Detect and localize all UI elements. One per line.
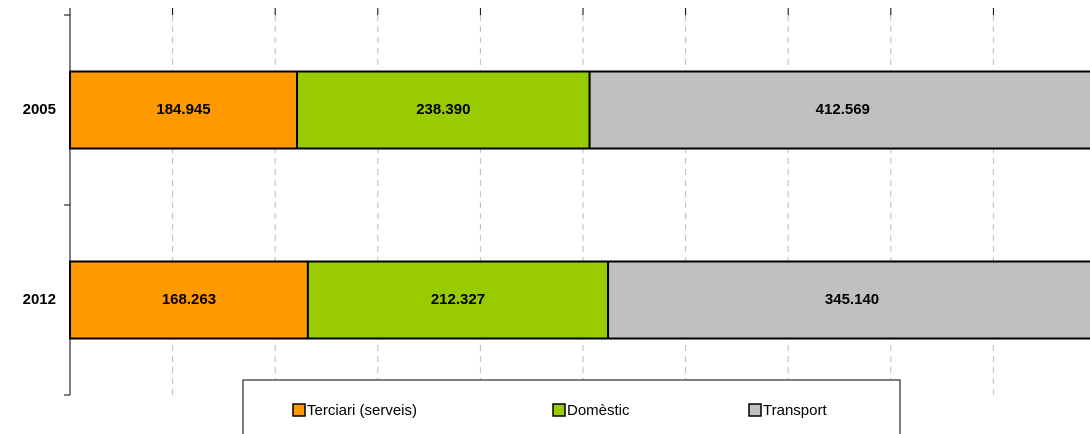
bar-segment — [69, 70, 299, 150]
data-label: 168.263 — [162, 291, 216, 308]
data-label: 212.327 — [431, 291, 485, 308]
legend-label: Transport — [763, 402, 827, 419]
bar-segment — [69, 260, 309, 340]
data-label: 412.569 — [816, 101, 870, 118]
legend-label: Domèstic — [567, 402, 630, 419]
data-label: 345.140 — [825, 291, 879, 308]
legend-label: Terciari (serveis) — [307, 402, 417, 419]
bar-segment — [306, 260, 610, 340]
bar-segment — [607, 260, 1090, 340]
legend-swatch — [292, 403, 306, 417]
bar-segment — [588, 70, 1090, 150]
legend-box — [242, 379, 901, 434]
legend-swatch — [748, 403, 762, 417]
legend: Terciari (serveis) Domèstic Transport — [242, 379, 901, 434]
data-label: 184.945 — [156, 101, 210, 118]
data-label: 238.390 — [416, 101, 470, 118]
legend-swatch — [552, 403, 566, 417]
y-tick-label: 2005 — [23, 101, 56, 118]
y-tick-label: 2012 — [23, 291, 56, 308]
bar-segment — [296, 70, 591, 150]
